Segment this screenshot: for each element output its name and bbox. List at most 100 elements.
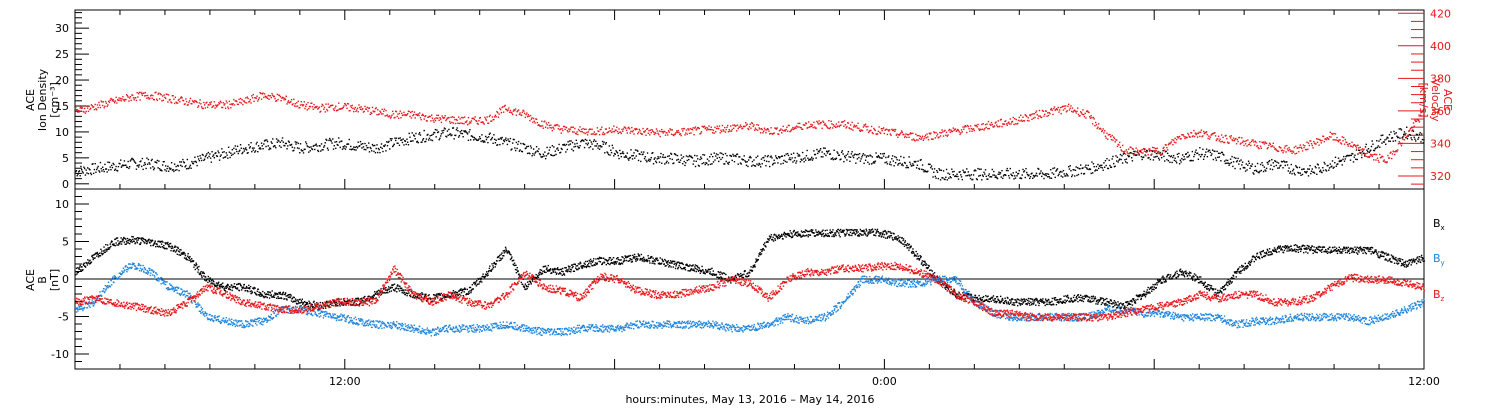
density-point: [773, 159, 775, 161]
density-point: [722, 153, 724, 156]
field-point-bx: [240, 285, 242, 287]
density-point: [936, 171, 939, 173]
density-point: [831, 157, 834, 159]
density-point: [683, 160, 685, 163]
density-point: [1142, 156, 1145, 158]
velocity-point: [347, 102, 349, 105]
density-point: [188, 166, 191, 168]
density-point: [1261, 162, 1263, 164]
velocity-point: [1274, 148, 1277, 150]
field-point-bx: [131, 241, 134, 243]
velocity-point: [560, 132, 563, 134]
velocity-point: [792, 128, 795, 131]
field-point-bx: [319, 301, 322, 304]
density-point: [964, 171, 966, 173]
velocity-point: [602, 131, 605, 134]
velocity-point: [413, 111, 416, 113]
velocity-point: [266, 96, 268, 98]
velocity-point: [425, 120, 428, 122]
velocity-point: [1151, 146, 1154, 149]
velocity-point: [541, 125, 544, 127]
velocity-point: [802, 124, 805, 126]
field-point-bx: [149, 242, 151, 244]
density-point: [474, 138, 476, 140]
density-point: [197, 158, 200, 160]
field-point-bx: [168, 243, 171, 245]
density-point: [939, 169, 941, 171]
field-point-bx: [577, 263, 580, 265]
density-point: [527, 145, 530, 148]
density-point: [1198, 154, 1200, 156]
velocity-point: [152, 94, 154, 97]
field-point-bx: [337, 304, 339, 307]
density-point: [710, 153, 712, 156]
velocity-point: [274, 98, 276, 100]
density-point: [664, 163, 666, 165]
velocity-point: [272, 94, 274, 97]
velocity-point: [1345, 141, 1347, 143]
density-point: [687, 155, 689, 158]
field-point-bx: [92, 256, 94, 259]
field-point-bx: [563, 274, 566, 276]
density-point: [1418, 136, 1420, 139]
velocity-point: [1373, 153, 1376, 155]
velocity-point: [491, 116, 494, 118]
velocity-point: [508, 111, 511, 113]
velocity-point: [749, 123, 751, 125]
velocity-point: [1373, 159, 1375, 161]
density-point: [671, 158, 673, 161]
velocity-point: [746, 123, 748, 126]
density-point: [1361, 150, 1364, 153]
field-point-bx: [486, 272, 489, 275]
density-point: [187, 167, 189, 170]
field-point-bx: [304, 304, 307, 306]
field-point-bx: [528, 283, 530, 286]
density-point: [708, 160, 710, 162]
field-tick-label: 10: [55, 198, 69, 211]
density-point: [1355, 149, 1358, 151]
density-point: [600, 146, 602, 148]
velocity-point: [622, 128, 625, 130]
density-point: [706, 158, 709, 160]
density-point: [1255, 169, 1257, 172]
velocity-point: [541, 120, 543, 122]
density-point: [241, 152, 243, 155]
density-point: [855, 162, 857, 164]
density-point: [365, 144, 368, 147]
density-point: [1029, 175, 1032, 178]
field-point-bx: [583, 265, 585, 267]
velocity-point: [721, 124, 724, 127]
field-point-bx: [524, 288, 526, 290]
field-point-bx: [392, 284, 394, 286]
density-point: [303, 148, 305, 151]
velocity-point: [704, 127, 706, 130]
field-point-bx: [105, 248, 107, 250]
velocity-point: [1153, 147, 1155, 149]
velocity-point: [957, 128, 959, 131]
field-point-bx: [362, 297, 365, 299]
density-point: [189, 164, 192, 167]
velocity-point: [133, 99, 135, 101]
field-point-bx: [160, 241, 162, 243]
velocity-point: [652, 130, 654, 132]
density-point: [937, 177, 940, 180]
density-point: [470, 135, 473, 137]
density-point: [235, 148, 237, 151]
density-point: [704, 163, 706, 166]
density-point: [860, 158, 862, 160]
velocity-point: [594, 133, 596, 136]
density-point: [1135, 154, 1137, 156]
velocity-point: [577, 128, 580, 131]
field-point-bx: [555, 268, 557, 270]
velocity-point: [489, 114, 491, 116]
density-point: [160, 169, 162, 171]
density-point: [921, 168, 923, 171]
density-point: [380, 146, 382, 149]
velocity-point: [1129, 146, 1131, 148]
density-point: [608, 145, 611, 147]
density-point: [508, 140, 511, 143]
density-point: [1354, 154, 1356, 156]
velocity-point: [230, 103, 233, 105]
density-point: [362, 146, 365, 148]
field-point-bx: [182, 253, 185, 255]
